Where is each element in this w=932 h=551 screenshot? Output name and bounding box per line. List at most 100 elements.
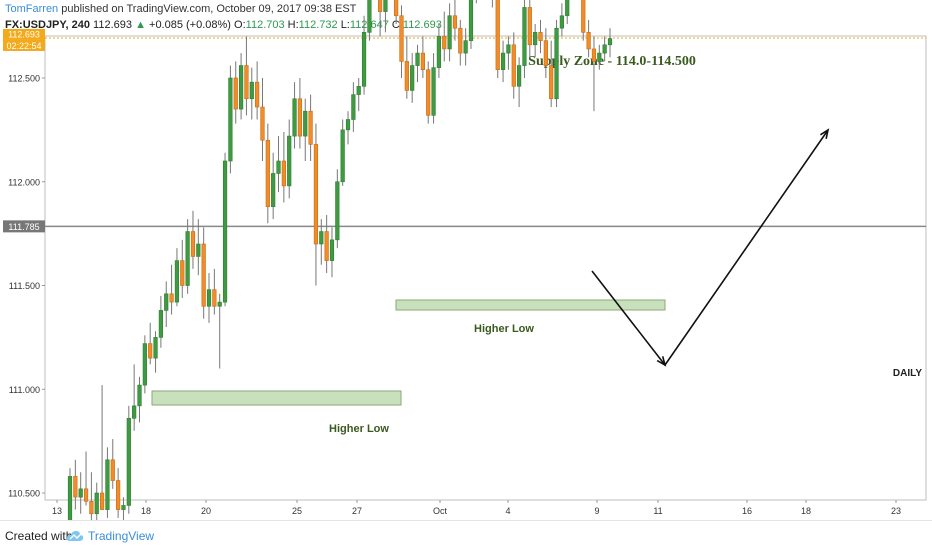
candle-body[interactable] (431, 67, 436, 116)
candle-body[interactable] (228, 77, 233, 162)
candle-body[interactable] (581, 0, 586, 33)
candle-body[interactable] (522, 7, 527, 66)
candle-body[interactable] (383, 0, 388, 12)
candle-body[interactable] (233, 77, 238, 110)
candle-body[interactable] (94, 492, 99, 515)
candle-body[interactable] (442, 36, 447, 50)
candle-body[interactable] (121, 505, 126, 510)
candle-body[interactable] (361, 32, 367, 87)
candle-body[interactable] (126, 417, 131, 506)
candle-body[interactable] (89, 500, 94, 515)
candle-body[interactable] (517, 65, 522, 87)
candle-body[interactable] (244, 65, 249, 100)
candle-body[interactable] (538, 32, 543, 41)
candle-body[interactable] (500, 52, 506, 70)
candle-body[interactable] (303, 110, 308, 137)
candle-body[interactable] (415, 52, 420, 66)
candle-body[interactable] (602, 44, 607, 54)
candle-body[interactable] (506, 44, 511, 54)
tradingview-brand[interactable]: TradingView (88, 529, 155, 543)
price-chart[interactable]: 110.500111.000111.500112.000112.500113.0… (0, 0, 932, 520)
candle-body[interactable] (132, 405, 137, 419)
candle-body[interactable] (410, 65, 415, 91)
candle-body[interactable] (367, 0, 372, 33)
candle-body[interactable] (158, 310, 163, 338)
candle-body[interactable] (276, 160, 281, 174)
candle-body[interactable] (463, 40, 468, 54)
candle-body[interactable] (142, 343, 147, 386)
candle-body[interactable] (527, 7, 532, 46)
candle-body[interactable] (148, 343, 153, 359)
candle-body[interactable] (324, 231, 329, 261)
candle-body[interactable] (169, 293, 174, 303)
candle-body[interactable] (222, 160, 228, 303)
candle-body[interactable] (185, 231, 190, 286)
candle-body[interactable] (238, 65, 244, 110)
candle-body[interactable] (78, 488, 83, 498)
candle-body[interactable] (377, 0, 383, 12)
candle-body[interactable] (164, 293, 169, 311)
candle-body[interactable] (271, 173, 276, 207)
candle-body[interactable] (511, 44, 516, 87)
candle-body[interactable] (110, 459, 115, 481)
candle-body[interactable] (99, 492, 105, 510)
candle-body[interactable] (597, 52, 602, 62)
candle-body[interactable] (319, 231, 324, 245)
candle-body[interactable] (83, 488, 89, 502)
candle-body[interactable] (308, 110, 313, 145)
candle-body[interactable] (180, 260, 185, 286)
candle-body[interactable] (426, 69, 431, 116)
candle-body[interactable] (292, 98, 297, 137)
candle-body[interactable] (533, 32, 538, 46)
candle-body[interactable] (394, 0, 399, 17)
candle-body[interactable] (281, 160, 286, 187)
candle-body[interactable] (153, 337, 158, 359)
candle-body[interactable] (255, 81, 260, 108)
candle-body[interactable] (201, 243, 206, 307)
candle-body[interactable] (73, 476, 78, 498)
higher-low-zone-2[interactable] (395, 299, 666, 311)
candle-body[interactable] (452, 15, 458, 29)
candle-body[interactable] (543, 40, 548, 66)
candle-body[interactable] (249, 81, 254, 100)
candle-body[interactable] (549, 65, 554, 100)
candle-body[interactable] (287, 135, 292, 187)
candle-body[interactable] (190, 231, 196, 257)
candle-body[interactable] (212, 289, 217, 307)
candle-body[interactable] (607, 38, 613, 46)
candle-body[interactable] (436, 36, 442, 68)
candle-body[interactable] (420, 52, 425, 70)
candle-body[interactable] (265, 139, 270, 207)
candle-body[interactable] (137, 384, 142, 407)
candle-body[interactable] (404, 61, 409, 91)
candle-body[interactable] (356, 86, 361, 95)
candle-body[interactable] (174, 260, 180, 303)
candle-body[interactable] (313, 144, 319, 245)
candle-body[interactable] (468, 0, 474, 41)
candle-body[interactable] (340, 129, 345, 183)
candle-body[interactable] (297, 98, 303, 137)
candle-body[interactable] (335, 181, 340, 241)
candle-body[interactable] (399, 15, 404, 62)
candle-body[interactable] (217, 301, 222, 307)
candle-body[interactable] (329, 239, 335, 261)
candle-body[interactable] (196, 243, 201, 257)
candle-body[interactable] (458, 27, 463, 54)
candle-body[interactable] (447, 15, 452, 50)
plot-area[interactable] (44, 35, 927, 501)
candle-body[interactable] (554, 27, 559, 100)
candle-body[interactable] (565, 0, 570, 17)
candle-body[interactable] (116, 480, 121, 510)
candle-body[interactable] (591, 48, 597, 62)
candle-body[interactable] (586, 32, 591, 50)
symbol-label[interactable]: FX:USDJPY, 240 (5, 19, 90, 31)
author-link[interactable]: TomFarren (5, 3, 59, 15)
candle-body[interactable] (105, 459, 110, 510)
higher-low-zone-1[interactable] (151, 390, 402, 406)
candle-body[interactable] (260, 106, 265, 141)
candle-body[interactable] (345, 119, 351, 131)
candle-body[interactable] (495, 0, 500, 70)
candle-body[interactable] (206, 289, 212, 307)
candle-body[interactable] (67, 476, 73, 520)
candle-body[interactable] (559, 15, 564, 29)
